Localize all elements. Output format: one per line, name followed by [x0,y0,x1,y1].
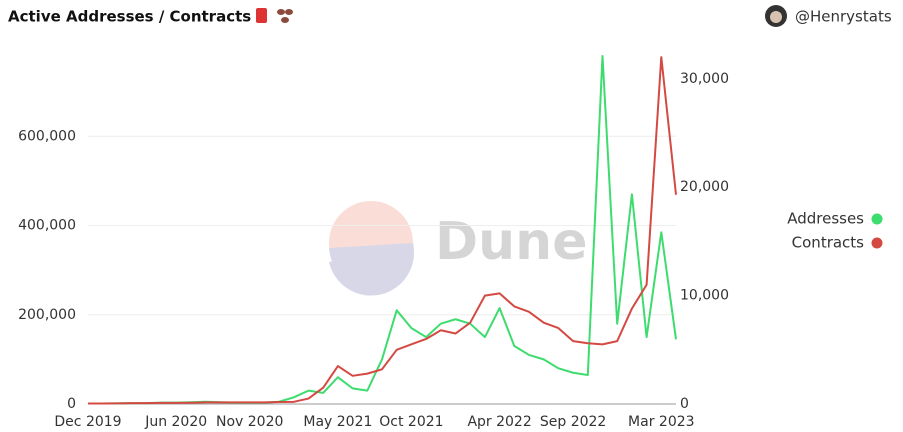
y-tick-label: 600,000 [18,128,76,144]
y2-tick-label: 30,000 [680,71,729,87]
user-name: @Henrystats [795,8,892,26]
watermark-text: Dune [435,212,587,272]
x-tick-label: Apr 2022 [467,414,531,430]
watermark: Dune [329,201,587,296]
x-tick-label: Jun 2020 [144,414,207,430]
legend-label: Addresses [787,210,864,228]
icon [256,8,267,23]
y-tick-label: 0 [67,396,76,412]
icon [277,9,293,23]
y2-tick-label: 20,000 [680,179,729,195]
x-tick-label: Oct 2021 [379,414,443,430]
data-line [88,56,677,405]
x-tick-label: Dec 2019 [54,414,121,430]
legend-marker [871,213,883,225]
x-tick-label: Mar 2023 [628,414,695,430]
legend-label: Contracts [792,234,865,252]
legend-marker [871,237,883,249]
y-tick-label: 200,000 [18,307,76,323]
y-tick-label: 400,000 [18,218,76,234]
x-tick-label: May 2021 [303,414,372,430]
y2-tick-label: 10,000 [680,288,729,304]
x-tick-label: Sep 2022 [540,414,606,430]
avatar [770,11,782,23]
x-tick-label: Nov 2020 [216,414,283,430]
chart-title: Active Addresses / Contracts [8,8,251,26]
y2-tick-label: 0 [680,396,689,412]
